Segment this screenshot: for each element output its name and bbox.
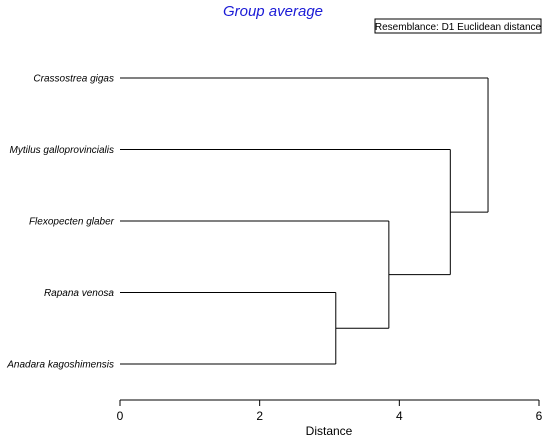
dendrogram-links [120, 77, 489, 365]
leaf-label-crassostrea-gigas: Crassostrea gigas [33, 74, 114, 85]
x-tick-label-6: 6 [536, 409, 543, 423]
leaf-label-flexopecten-glaber: Flexopecten glaber [29, 217, 115, 228]
legend-text: Resemblance: D1 Euclidean distance [375, 22, 542, 33]
leaf-label-rapana-venosa: Rapana venosa [44, 288, 114, 299]
x-axis: 0 2 4 6 [117, 399, 543, 423]
leaf-labels: Crassostrea gigas Mytilus galloprovincial… [6, 74, 114, 371]
x-tick-label-0: 0 [117, 409, 124, 423]
leaf-label-mytilus-galloprovincialis: Mytilus galloprovincialis [10, 145, 114, 156]
leaf-label-anadara-kagoshimensis: Anadara kagoshimensis [6, 360, 114, 371]
chart-title: Group average [223, 3, 323, 20]
x-tick-label-4: 4 [396, 409, 403, 423]
legend-box: Resemblance: D1 Euclidean distance [374, 18, 542, 34]
x-axis-label: Distance [306, 424, 353, 438]
x-tick-label-2: 2 [256, 409, 263, 423]
